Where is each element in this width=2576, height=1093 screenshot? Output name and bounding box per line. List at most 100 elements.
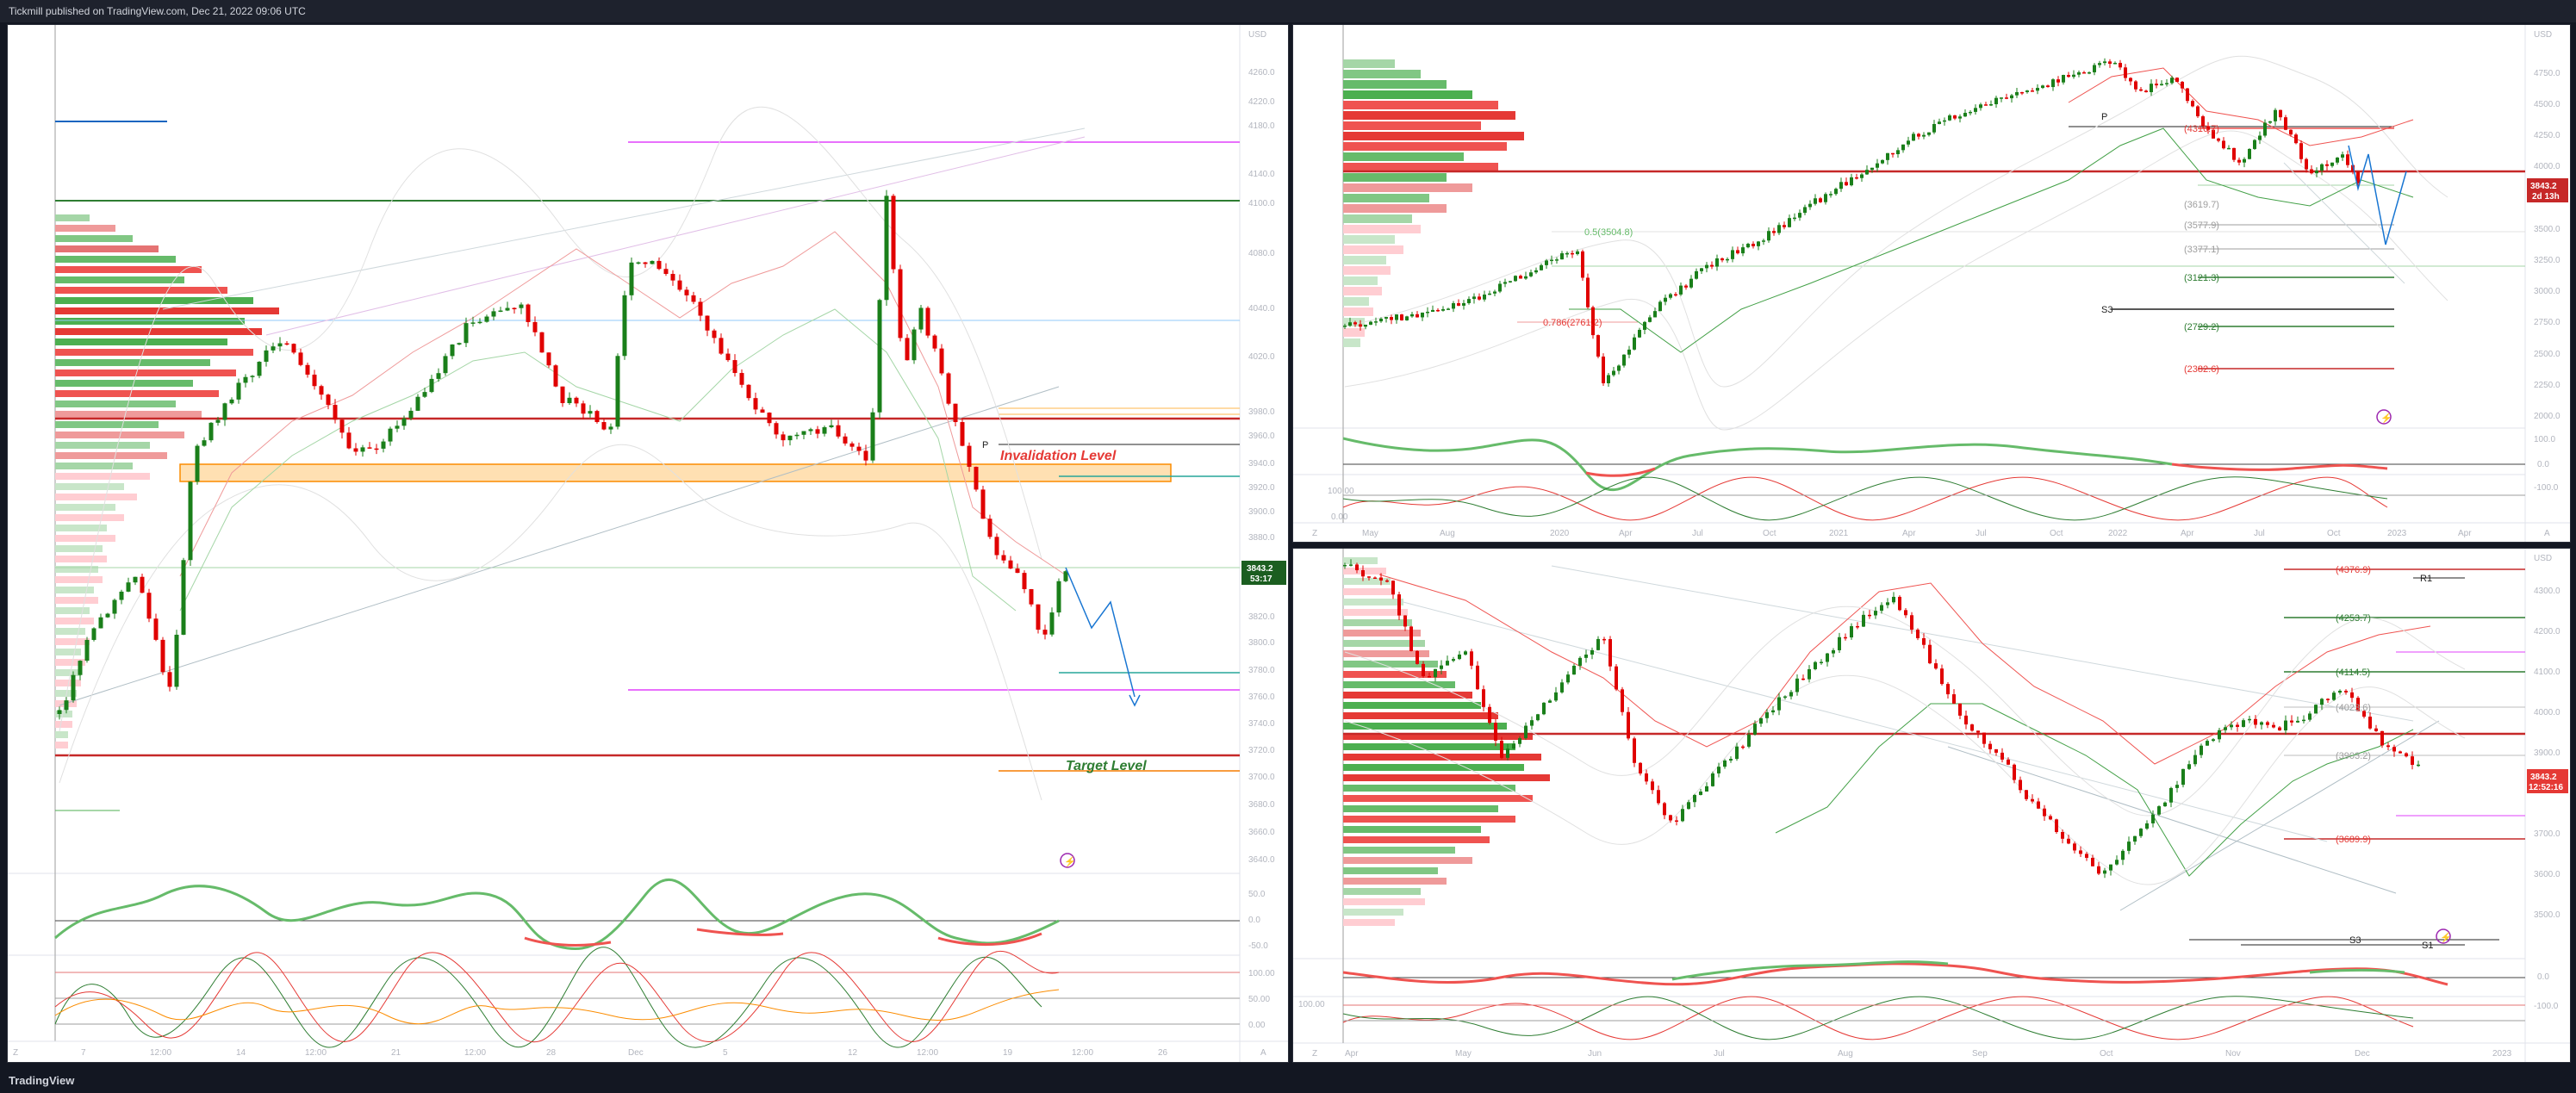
candle <box>1643 321 1646 330</box>
candle <box>105 613 110 618</box>
candle <box>1622 354 1626 366</box>
candle <box>2272 724 2275 728</box>
zoom-button[interactable]: Z <box>1312 529 1317 538</box>
svg-text:(4023.6): (4023.6) <box>2336 703 2371 713</box>
candle <box>677 280 682 290</box>
price-axis-top-right[interactable]: USD 4750.0 4500.0 4250.0 4000.0 3500.0 3… <box>1328 30 2568 522</box>
candle <box>1390 317 1393 320</box>
candle <box>2133 835 2137 842</box>
candle <box>1681 809 1684 822</box>
svg-text:Jun: Jun <box>1588 1049 1602 1059</box>
candle <box>339 419 345 433</box>
svg-text:May: May <box>1362 529 1378 538</box>
candle <box>1560 682 1564 692</box>
svg-text:3000.0: 3000.0 <box>2534 287 2560 296</box>
candle <box>71 674 76 701</box>
chart-bottom-right-svg[interactable]: (4376.9) (4253.7) (4114.5) (4023.6) (390… <box>1293 549 2570 1062</box>
svg-text:Apr: Apr <box>2181 529 2194 538</box>
svg-text:3760.0: 3760.0 <box>1248 692 1275 702</box>
candle <box>1771 710 1775 713</box>
candle <box>1979 104 1982 109</box>
candle <box>1814 198 1817 204</box>
candle <box>1530 720 1534 726</box>
trend-lines-left <box>59 127 1086 706</box>
candle <box>987 519 992 537</box>
svg-text:S1: S1 <box>2422 941 2433 951</box>
candle <box>2356 698 2360 711</box>
auto-scale-button[interactable]: A <box>1260 1048 1266 1058</box>
candle <box>1824 194 1827 202</box>
candle <box>1416 650 1419 664</box>
fib-labels-top-right: (4316.7) 0.5(3504.8) 0.786(2761.2) (3619… <box>1543 112 2219 375</box>
candle <box>1627 711 1630 739</box>
lightning-icon[interactable] <box>2436 928 2451 944</box>
candle <box>712 330 717 338</box>
volume-profile-bottom-right <box>1343 557 1550 926</box>
chart-panel-left[interactable]: Invalidation Level Target Level P ⚡ USD … <box>7 24 1289 1063</box>
svg-text:2020: 2020 <box>1550 529 1570 538</box>
chart-left-svg[interactable]: Invalidation Level Target Level P ⚡ USD … <box>8 25 1288 1062</box>
candle <box>1591 307 1595 336</box>
candle <box>870 412 875 461</box>
candle <box>2243 158 2246 163</box>
svg-text:Oct: Oct <box>1763 529 1776 538</box>
bands-left <box>59 106 1068 801</box>
price-axis-bottom-right[interactable]: USD 4300.0 4200.0 4100.0 4000.0 3900.0 3… <box>1298 554 2568 1011</box>
candle <box>588 411 593 414</box>
candle <box>1578 657 1582 666</box>
candle <box>1870 167 1874 171</box>
svg-text:3980.0: 3980.0 <box>1248 407 1275 417</box>
candle <box>1735 746 1739 760</box>
candle <box>401 418 407 426</box>
candle <box>57 710 62 714</box>
candle <box>1819 198 1822 202</box>
candle <box>1927 132 1931 135</box>
svg-text:4000.0: 4000.0 <box>2534 162 2560 171</box>
candle <box>1464 651 1467 655</box>
candle <box>1723 760 1727 767</box>
candle <box>1001 555 1006 561</box>
candle <box>1898 596 1901 611</box>
candle <box>1462 302 1465 306</box>
candle <box>491 311 496 317</box>
candle <box>560 386 565 404</box>
price-axis-left[interactable]: USD 4260.0 4220.0 4180.0 4140.0 4100.0 4… <box>1241 30 1286 1030</box>
candle <box>1832 649 1835 654</box>
auto-scale-button[interactable]: A <box>2544 529 2550 538</box>
candle <box>1391 581 1395 595</box>
time-axis-bottom-right[interactable]: Z Apr May Jun Jul Aug Sep Oct Nov Dec 20… <box>1312 1049 2512 1059</box>
svg-text:(3377.1): (3377.1) <box>2184 245 2219 255</box>
time-axis-left[interactable]: Z 7 12:00 14 12:00 21 12:00 28 Dec 5 12 … <box>13 1048 1266 1058</box>
candle <box>1910 615 1913 630</box>
candle <box>781 434 786 441</box>
candle <box>1891 152 1895 155</box>
zoom-button[interactable]: Z <box>1312 1049 1317 1059</box>
fib-lines-bottom-right <box>1343 568 2525 946</box>
candle <box>2139 829 2143 836</box>
chart-panel-bottom-right[interactable]: (4376.9) (4253.7) (4114.5) (4023.6) (390… <box>1292 548 2571 1063</box>
lightning-icon[interactable] <box>1060 853 1075 868</box>
candle <box>801 431 806 435</box>
invalidation-level-label: Invalidation Level <box>1000 449 1117 463</box>
candle <box>1814 661 1817 669</box>
candle <box>326 394 331 406</box>
candle <box>1596 335 1600 357</box>
candle <box>2254 718 2257 725</box>
candle <box>312 374 317 387</box>
candle <box>2119 62 2122 68</box>
chart-panel-top-right[interactable]: (4316.7) 0.5(3504.8) 0.786(2761.2) (3619… <box>1292 24 2571 543</box>
candle <box>2248 718 2251 721</box>
svg-text:3780.0: 3780.0 <box>1248 666 1275 675</box>
candle <box>2144 90 2148 93</box>
candle <box>2346 154 2349 165</box>
lightning-icon[interactable] <box>2376 409 2392 425</box>
candle <box>2193 755 2197 765</box>
candle <box>1022 573 1027 590</box>
chart-top-right-svg[interactable]: (4316.7) 0.5(3504.8) 0.786(2761.2) (3619… <box>1293 25 2570 542</box>
candle <box>1648 317 1652 322</box>
candle <box>2284 720 2287 731</box>
zoom-button[interactable]: Z <box>13 1048 18 1058</box>
time-axis-top-right[interactable]: Z May Aug 2020 Apr Jul Oct 2021 Apr Jul … <box>1312 529 2550 538</box>
candle <box>1711 773 1714 786</box>
candle <box>1948 115 1951 121</box>
